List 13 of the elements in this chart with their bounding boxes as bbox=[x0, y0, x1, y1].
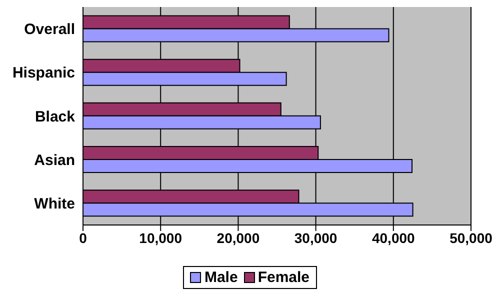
x-tick-label: 20,000 bbox=[216, 230, 260, 246]
y-tick-label: Black bbox=[34, 108, 76, 126]
x-tick-label: 0 bbox=[79, 230, 88, 246]
x-tick-label: 50,000 bbox=[450, 230, 493, 246]
legend-label: Female bbox=[258, 269, 310, 286]
y-tick-label: Asian bbox=[34, 152, 75, 169]
x-tick-label: 10,000 bbox=[139, 230, 182, 246]
y-tick-label: White bbox=[34, 196, 75, 213]
y-tick-label: Hispanic bbox=[12, 64, 75, 82]
x-tick-label: 30,000 bbox=[294, 230, 338, 246]
legend-label: Male bbox=[204, 269, 238, 286]
y-tick-label: Overall bbox=[24, 21, 75, 38]
x-tick-label: 40,000 bbox=[372, 230, 416, 246]
